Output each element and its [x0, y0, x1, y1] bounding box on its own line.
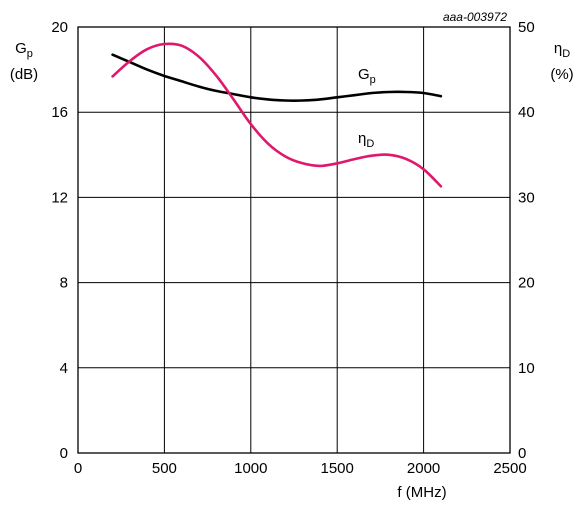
y-left-tick-labels: 0 4 8 12 16 20 — [51, 19, 68, 462]
y-left-axis-label: Gp — [15, 40, 33, 60]
y-right-tick-label: 30 — [518, 189, 535, 206]
y-left-tick-label: 0 — [60, 445, 68, 462]
x-tick-label: 1500 — [321, 460, 354, 477]
figure-code: aaa-003972 — [443, 10, 507, 24]
y-left-tick-label: 4 — [60, 360, 68, 377]
y-right-tick-label: 40 — [518, 104, 535, 121]
x-tick-label: 0 — [74, 460, 82, 477]
y-left-tick-label: 8 — [60, 275, 68, 292]
y-right-axis-label: ηD — [554, 40, 570, 60]
series-label-gp: Gp — [358, 66, 376, 86]
y-left-tick-label: 20 — [51, 19, 68, 36]
y-right-tick-labels: 0 10 20 30 40 50 — [518, 19, 535, 462]
x-tick-label: 2500 — [493, 460, 526, 477]
y-right-tick-label: 20 — [518, 275, 535, 292]
plot-frame — [77, 26, 511, 454]
y-right-tick-label: 50 — [518, 19, 535, 36]
series-line-gp — [111, 53, 443, 102]
y-left-axis-unit: (dB) — [10, 66, 38, 83]
x-tick-label: 1000 — [234, 460, 267, 477]
series-layer — [111, 42, 443, 188]
y-right-tick-label: 10 — [518, 360, 535, 377]
y-left-tick-label: 16 — [51, 104, 68, 121]
series-label-etad: ηD — [358, 130, 374, 150]
x-tick-label: 2000 — [407, 460, 440, 477]
y-left-tick-label: 12 — [51, 189, 68, 206]
series-line-etad — [111, 42, 443, 188]
grid — [77, 26, 511, 454]
y-right-tick-label: 0 — [518, 445, 526, 462]
x-axis-label: f (MHz) — [397, 484, 446, 501]
x-tick-label: 500 — [152, 460, 177, 477]
x-tick-labels: 0 500 1000 1500 2000 2500 — [74, 460, 527, 477]
y-right-axis-unit: (%) — [550, 66, 573, 83]
